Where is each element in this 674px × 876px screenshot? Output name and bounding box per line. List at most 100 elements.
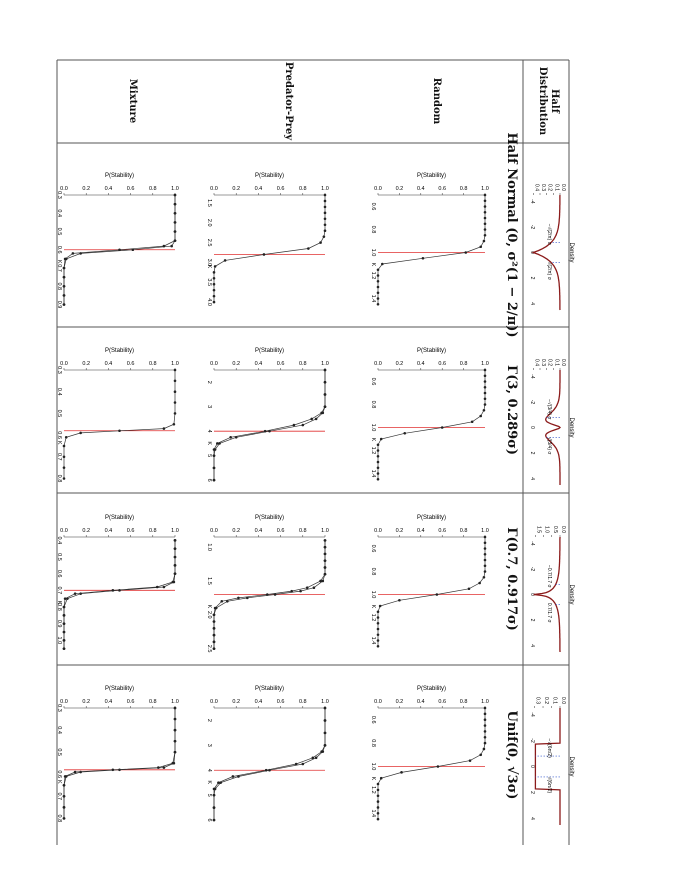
stability-point — [173, 539, 177, 542]
density-ytick-label: 0.3 — [540, 359, 546, 366]
density-xtick-label: -4 — [529, 199, 535, 204]
stability-xtick-label: 0.4 — [56, 388, 62, 396]
density-ytick-label: 1.0 — [544, 526, 550, 533]
stability-point — [376, 800, 380, 803]
stability-ytick-label: 0.8 — [149, 528, 157, 534]
density-marker-label: √(2/π) σ — [546, 262, 553, 281]
stability-point — [483, 403, 487, 406]
stability-point — [62, 647, 66, 650]
stability-ytick-label: 0.2 — [232, 361, 240, 367]
stability-point — [173, 202, 177, 206]
stability-xtick-label: 0.6 — [370, 378, 376, 386]
stability-series-1 — [63, 370, 176, 479]
stability-xtick-label: 2 — [206, 719, 212, 722]
stability-point — [118, 429, 121, 433]
stability-point — [483, 730, 487, 733]
stability-point — [62, 466, 66, 469]
stability-xtick-label: 2 — [206, 381, 212, 384]
stability-point — [323, 572, 327, 576]
stability-point — [478, 581, 481, 585]
stability-point — [216, 442, 219, 445]
density-xtick-label: -4 — [529, 712, 535, 717]
stability-ytick-label: 0.0 — [374, 528, 382, 534]
stability-xtick-label: 2.5 — [206, 645, 212, 653]
stability-point — [376, 627, 380, 631]
stability-point — [212, 288, 216, 292]
density-panel-2: Density 0.00.10.20.30.4 -4 -2 0 2 4 −√(3/4) σ √(… — [529, 359, 574, 485]
stability-ytick-label: 0.2 — [82, 361, 90, 367]
stability-point — [62, 622, 66, 625]
stability-point — [483, 558, 487, 562]
stability-point — [483, 210, 487, 214]
density-ytick-label: 1.5 — [535, 526, 541, 533]
stability-xtick-label: 3 — [206, 405, 212, 408]
stability-ytick-label: 0.2 — [396, 699, 404, 705]
stability-ytick-label: 0.8 — [149, 186, 157, 192]
density-xtick-label: 0 — [529, 426, 535, 429]
stability-point — [483, 391, 487, 395]
stability-ytick-label: 0.6 — [277, 186, 285, 192]
stability-point — [307, 247, 310, 250]
stability-xlabel: K — [56, 600, 62, 604]
stability-point — [483, 228, 487, 231]
stability-ylabel: P(Stability) — [105, 348, 134, 354]
stability-point — [162, 427, 166, 430]
density-curve — [534, 708, 561, 825]
stability-panel-predator-prey-1: P(Stability) 0.0 0.2 0.4 0.6 0.8 1.0 1.5 2.0 2.5 3… — [206, 173, 329, 306]
density-ylabel: Density — [568, 417, 574, 437]
stability-xtick-label: 1.4 — [370, 809, 376, 817]
stability-point — [376, 449, 380, 452]
stability-xtick-label: 1.5 — [206, 577, 212, 585]
stability-point — [73, 592, 77, 595]
stability-point — [212, 647, 216, 650]
stability-xtick-label: 1.4 — [370, 470, 376, 478]
stability-point — [379, 437, 383, 441]
stability-xtick-label: 4 — [206, 769, 212, 772]
table-grid — [56, 59, 570, 845]
stability-point — [173, 717, 177, 721]
stability-point — [483, 564, 487, 568]
stability-point — [376, 268, 380, 272]
stability-point — [483, 222, 487, 226]
stability-point — [483, 374, 487, 378]
stability-ylabel: P(Stability) — [255, 173, 284, 179]
stability-xtick-label: 0.8 — [56, 815, 62, 823]
stability-series-1 — [377, 708, 486, 820]
stability-point — [323, 199, 327, 203]
stability-ylabel: P(Stability) — [105, 515, 134, 521]
stability-xtick-label: 0.3 — [56, 366, 62, 374]
stability-xlabel: K — [206, 441, 212, 445]
stability-xtick-label: 3.5 — [206, 278, 212, 286]
stability-ylabel: P(Stability) — [105, 686, 134, 692]
stability-point — [237, 596, 240, 600]
density-ytick-label: 0.0 — [560, 184, 566, 191]
stability-point — [483, 368, 487, 372]
stability-point — [376, 806, 380, 809]
density-ytick-label: 0.3 — [535, 697, 541, 704]
stability-xtick-label: 4 — [206, 430, 212, 433]
stability-ylabel: P(Stability) — [417, 515, 446, 521]
stability-xtick-label: 1.2 — [370, 272, 376, 280]
stability-ytick-label: 0.0 — [210, 186, 218, 192]
stability-point — [483, 397, 487, 401]
stability-ytick-label: 0.2 — [396, 361, 404, 367]
stability-point — [322, 235, 326, 238]
stability-panel-predator-prey-4: P(Stability) 0.0 0.2 0.4 0.6 0.8 1.0 2 3 4 5 6 K — [206, 686, 329, 822]
stability-ytick-label: 1.0 — [171, 186, 179, 192]
stability-point — [212, 627, 216, 630]
stability-point — [292, 423, 296, 427]
density-xtick-label: -4 — [529, 541, 535, 546]
stability-ytick-label: 0.0 — [210, 361, 218, 367]
stability-point — [323, 229, 327, 232]
stability-point — [212, 640, 216, 644]
stability-point — [376, 454, 380, 458]
stability-point — [162, 585, 166, 589]
stability-ytick-label: 0.6 — [438, 186, 446, 192]
density-ytick-label: 0.1 — [553, 359, 559, 366]
stability-point — [71, 252, 75, 255]
stability-point — [62, 284, 66, 288]
stability-xtick-label: 0.6 — [370, 203, 376, 211]
stability-xtick-label: 6 — [206, 479, 212, 482]
density-ylabel: Density — [568, 584, 574, 604]
